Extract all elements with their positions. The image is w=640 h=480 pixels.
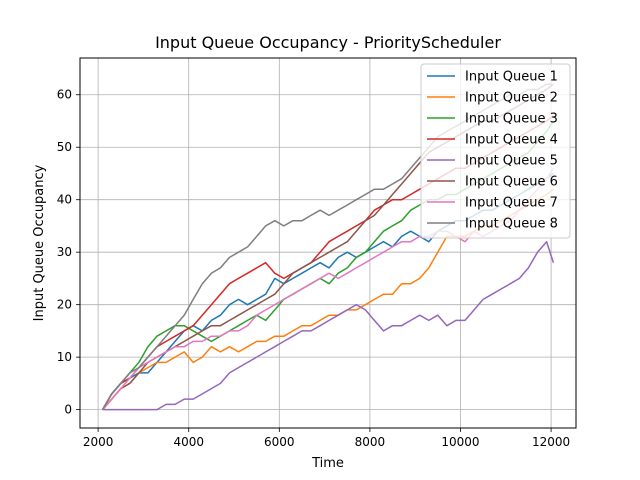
y-tick-label: 20 <box>57 298 72 312</box>
legend: Input Queue 1 Input Queue 2 Input Queue 3 I… <box>421 64 570 238</box>
legend-label: Input Queue 4 <box>465 133 558 148</box>
legend-label: Input Queue 5 <box>465 154 558 169</box>
y-axis-label: Input Queue Occupancy <box>32 164 47 321</box>
x-tick-label: 2000 <box>83 435 114 449</box>
legend-label: Input Queue 6 <box>465 175 558 190</box>
legend-label: Input Queue 1 <box>465 70 558 85</box>
y-tick-label: 30 <box>57 245 72 259</box>
y-tick-label: 60 <box>57 88 72 102</box>
x-axis-label: Time <box>311 456 344 471</box>
legend-label: Input Queue 2 <box>465 91 558 106</box>
x-tick-label: 4000 <box>173 435 204 449</box>
legend-label: Input Queue 8 <box>465 217 558 232</box>
legend-label: Input Queue 7 <box>465 196 558 211</box>
chart-title: Input Queue Occupancy - PrioritySchedule… <box>155 33 501 52</box>
y-tick-label: 40 <box>57 193 72 207</box>
x-tick-label: 12000 <box>532 435 570 449</box>
y-tick-label: 0 <box>64 403 72 417</box>
y-tick-label: 50 <box>57 140 72 154</box>
x-tick-label: 6000 <box>264 435 295 449</box>
x-tick-label: 10000 <box>441 435 479 449</box>
legend-label: Input Queue 3 <box>465 112 558 127</box>
x-tick-label: 8000 <box>355 435 386 449</box>
y-tick-label: 10 <box>57 350 72 364</box>
